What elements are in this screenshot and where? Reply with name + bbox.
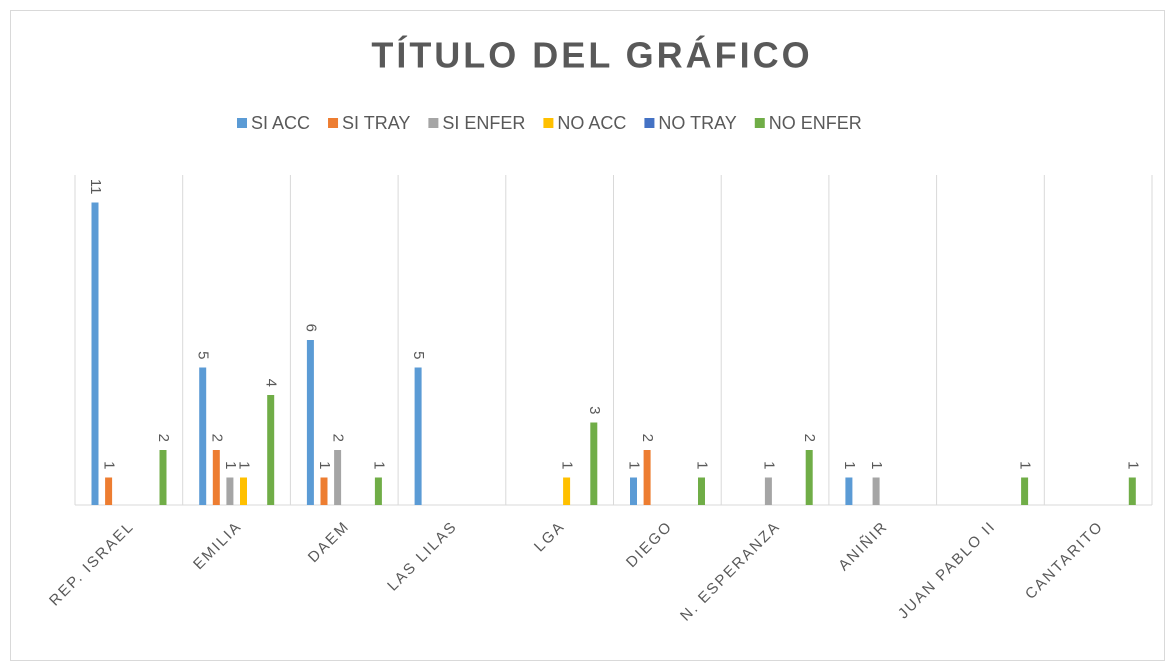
bar xyxy=(764,477,772,505)
legend-swatch xyxy=(754,118,765,128)
legend-swatch xyxy=(428,118,439,128)
bar xyxy=(1128,477,1136,505)
legend-swatch xyxy=(237,118,247,128)
bar xyxy=(845,477,853,505)
data-label: 1 xyxy=(222,461,239,469)
bar xyxy=(105,477,113,505)
bar xyxy=(226,477,234,505)
legend-label: NO ACC xyxy=(557,113,626,133)
data-label: 2 xyxy=(155,434,172,442)
bar xyxy=(199,367,207,505)
bar xyxy=(374,477,382,505)
bar xyxy=(306,340,314,505)
data-label: 1 xyxy=(760,461,777,469)
legend-label: NO ENFER xyxy=(769,113,862,133)
bar xyxy=(334,450,342,505)
bar xyxy=(212,450,220,505)
chart-title: TÍTULO DEL GRÁFICO xyxy=(371,35,812,76)
data-label: 1 xyxy=(316,461,333,469)
legend-label: SI ENFER xyxy=(442,113,525,133)
legend-swatch xyxy=(328,118,339,128)
data-label: 2 xyxy=(801,434,818,442)
data-label: 11 xyxy=(87,179,104,195)
bar xyxy=(630,477,637,505)
data-label: 2 xyxy=(208,434,225,442)
data-label: 1 xyxy=(694,461,711,469)
bar xyxy=(1021,477,1029,505)
bar xyxy=(805,450,813,505)
data-label: 1 xyxy=(868,461,885,469)
legend-swatch xyxy=(543,118,554,128)
bar xyxy=(320,477,328,505)
bar xyxy=(159,450,167,505)
bar xyxy=(240,477,247,505)
bar xyxy=(91,202,99,505)
data-label: 1 xyxy=(626,461,643,469)
legend-label: NO TRAY xyxy=(658,113,736,133)
bar xyxy=(414,367,422,505)
bar xyxy=(698,477,705,505)
legend-label: SI ACC xyxy=(251,113,310,133)
data-label: 1 xyxy=(841,461,858,469)
chart-border xyxy=(10,10,1165,661)
data-label: 1 xyxy=(559,461,576,469)
data-label: 2 xyxy=(639,434,656,442)
legend-swatch xyxy=(644,118,655,128)
bar xyxy=(872,477,880,505)
data-label: 1 xyxy=(236,461,253,469)
data-label: 2 xyxy=(330,434,347,442)
data-label: 3 xyxy=(586,406,603,414)
bar xyxy=(563,477,571,505)
data-label: 1 xyxy=(370,461,387,469)
data-label: 1 xyxy=(1124,461,1141,469)
legend-label: SI TRAY xyxy=(342,113,410,133)
bar xyxy=(643,450,651,505)
data-label: 1 xyxy=(101,461,118,469)
data-label: 5 xyxy=(195,351,212,359)
data-label: 4 xyxy=(263,379,280,387)
data-label: 5 xyxy=(410,351,427,359)
data-label: 1 xyxy=(1017,461,1034,469)
data-label: 6 xyxy=(302,324,319,332)
bar xyxy=(590,422,598,505)
bar xyxy=(267,395,275,505)
